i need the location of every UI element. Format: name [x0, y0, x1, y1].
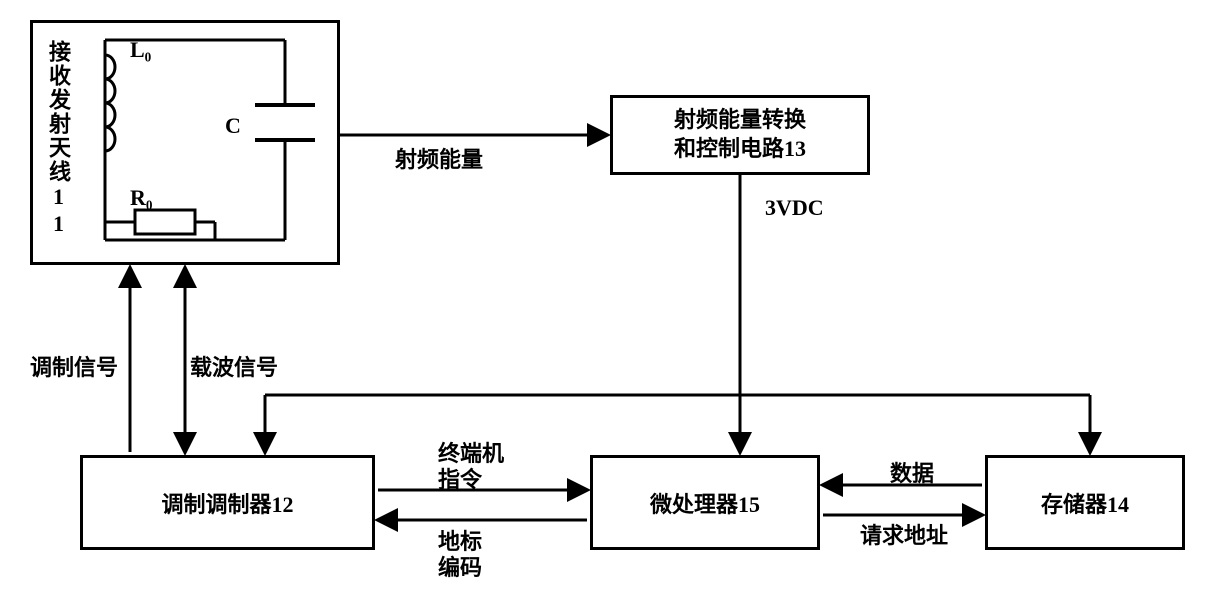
landmark-label-2: 编码 [438, 550, 482, 582]
resistor-label: R₀ [130, 185, 152, 211]
memory-box: 存储器14 [985, 455, 1185, 550]
data-label: 数据 [890, 456, 934, 488]
rf-energy-label: 射频能量 [395, 142, 483, 174]
term-cmd-label-2: 指令 [438, 462, 482, 494]
memory-label: 存储器14 [1041, 487, 1129, 519]
antenna-box [30, 20, 340, 265]
vdc-label: 3VDC [765, 195, 824, 221]
capacitor-label: C [225, 113, 241, 139]
rf-line1: 射频能量转换 [674, 107, 806, 132]
req-addr-label: 请求地址 [860, 518, 948, 550]
rf-converter-box: 射频能量转换 和控制电路13 [610, 95, 870, 175]
inductor-label: L₀ [130, 37, 151, 63]
modem-box: 调制调制器12 [80, 455, 375, 550]
cpu-box: 微处理器15 [590, 455, 820, 550]
antenna-title: 接收发射天线11 [42, 40, 74, 238]
carrier-label: 载波信号 [190, 350, 278, 382]
modem-label: 调制调制器12 [161, 487, 293, 519]
rf-line2: 和控制电路13 [674, 136, 806, 161]
cpu-label: 微处理器15 [650, 487, 760, 519]
diagram-canvas: 接收发射天线11 L₀ C R₀ 射频能量转换 和控制电路13 调制调制器12 … [0, 0, 1217, 609]
mod-signal-label: 调制信号 [30, 350, 118, 382]
